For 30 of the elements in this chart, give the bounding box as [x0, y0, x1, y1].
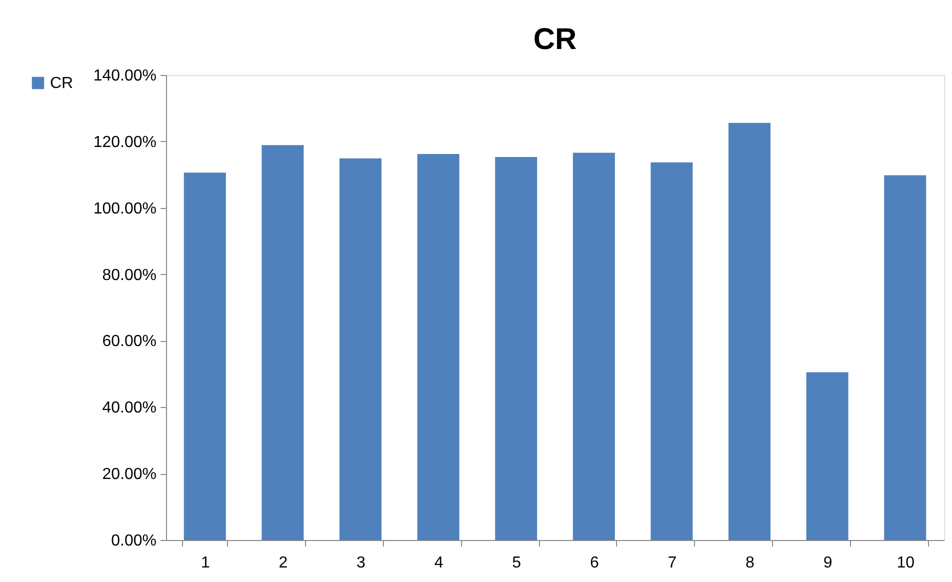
bar	[262, 145, 304, 540]
bar	[884, 175, 926, 540]
x-tick-label: 9	[823, 554, 832, 572]
bar	[184, 172, 226, 540]
bar	[728, 122, 770, 540]
legend-label: CR	[50, 75, 74, 92]
y-tick-label: 0.00%	[111, 532, 156, 550]
x-tick-label: 6	[590, 554, 599, 572]
x-tick-label: 10	[896, 554, 915, 572]
x-tick-label: 4	[434, 554, 444, 572]
x-tick-label: 2	[278, 554, 288, 572]
y-tick-label: 140.00%	[93, 68, 156, 84]
bar	[650, 162, 693, 540]
y-tick-label: 40.00%	[102, 400, 156, 417]
x-tick-label: 3	[356, 554, 366, 572]
y-tick-label: 80.00%	[102, 266, 156, 284]
x-tick-label: 7	[668, 554, 677, 572]
x-tick-label: 8	[746, 554, 755, 572]
chart-title: CR	[533, 23, 577, 56]
x-tick-label: 5	[512, 554, 522, 572]
bar	[806, 372, 848, 540]
y-tick-label: 20.00%	[102, 466, 156, 484]
x-tick-label: 1	[200, 554, 210, 572]
y-tick-label: 100.00%	[93, 200, 156, 218]
bar	[572, 152, 615, 540]
bar	[495, 157, 538, 540]
y-tick-label: 60.00%	[102, 333, 156, 350]
bar	[417, 154, 460, 540]
y-tick-label: 120.00%	[93, 134, 156, 151]
bar	[340, 158, 382, 540]
